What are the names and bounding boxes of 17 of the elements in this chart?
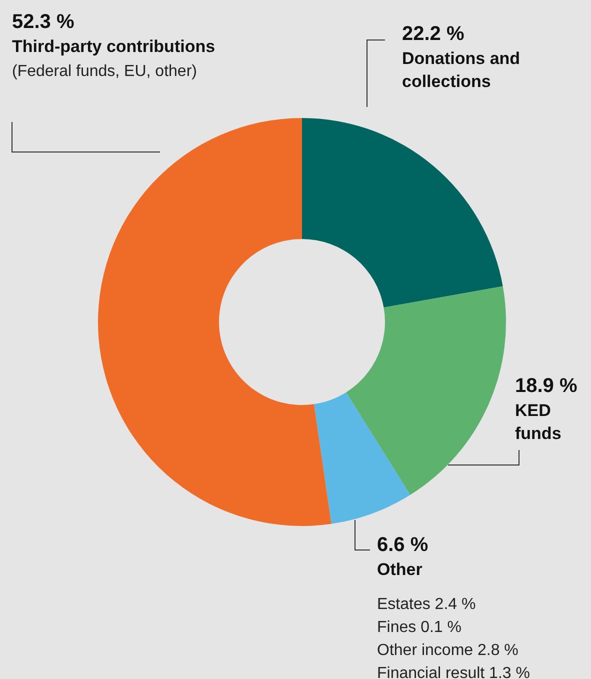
donut-slice bbox=[98, 118, 332, 526]
data-label: 52.3 % bbox=[12, 11, 74, 33]
donut-slice bbox=[302, 118, 503, 308]
donut-slice bbox=[346, 286, 506, 495]
slice-label: Third-party contributions bbox=[12, 37, 216, 56]
text: Other income 2.8 % bbox=[377, 642, 518, 659]
data-label: 18.9 % bbox=[515, 375, 578, 397]
slice-label: Other bbox=[377, 560, 423, 579]
text: Estates 2.4 % bbox=[377, 596, 476, 613]
donut-slice bbox=[314, 392, 410, 524]
text: Fines 0.1 % bbox=[377, 619, 462, 636]
text: (Federal funds, EU, other) bbox=[12, 63, 197, 80]
slice-label: KED funds bbox=[515, 401, 562, 443]
slice-label: Donations and collections bbox=[402, 49, 520, 91]
data-label: 6.6 % bbox=[377, 534, 428, 556]
data-label: 22.2 % bbox=[402, 23, 464, 45]
text: Financial result 1.3 % bbox=[377, 665, 530, 679]
